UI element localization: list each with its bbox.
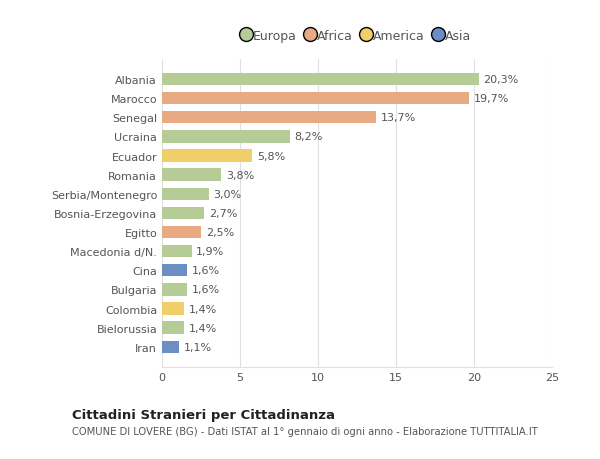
- Text: 1,4%: 1,4%: [188, 304, 217, 314]
- Text: 20,3%: 20,3%: [484, 75, 518, 85]
- Bar: [162, 264, 187, 277]
- Legend: Europa, Africa, America, Asia: Europa, Africa, America, Asia: [239, 26, 475, 46]
- Bar: [162, 73, 479, 86]
- Text: Cittadini Stranieri per Cittadinanza: Cittadini Stranieri per Cittadinanza: [72, 408, 335, 421]
- Text: 3,8%: 3,8%: [226, 170, 254, 180]
- Text: 1,6%: 1,6%: [191, 285, 220, 295]
- Bar: [162, 93, 469, 105]
- Text: 3,0%: 3,0%: [214, 190, 242, 199]
- Bar: [162, 246, 191, 258]
- Bar: [162, 207, 204, 220]
- Text: 1,4%: 1,4%: [188, 323, 217, 333]
- Text: 1,6%: 1,6%: [191, 266, 220, 276]
- Bar: [162, 131, 290, 143]
- Text: 8,2%: 8,2%: [295, 132, 323, 142]
- Bar: [162, 112, 376, 124]
- Text: 1,9%: 1,9%: [196, 246, 224, 257]
- Text: 2,7%: 2,7%: [209, 208, 237, 218]
- Text: 5,8%: 5,8%: [257, 151, 286, 161]
- Bar: [162, 322, 184, 334]
- Bar: [162, 169, 221, 181]
- Bar: [162, 302, 184, 315]
- Text: 13,7%: 13,7%: [380, 113, 416, 123]
- Text: 19,7%: 19,7%: [474, 94, 509, 104]
- Bar: [162, 188, 209, 201]
- Text: 2,5%: 2,5%: [206, 228, 234, 237]
- Bar: [162, 150, 253, 162]
- Bar: [162, 226, 201, 239]
- Bar: [162, 284, 187, 296]
- Bar: [162, 341, 179, 353]
- Text: COMUNE DI LOVERE (BG) - Dati ISTAT al 1° gennaio di ogni anno - Elaborazione TUT: COMUNE DI LOVERE (BG) - Dati ISTAT al 1°…: [72, 426, 538, 436]
- Text: 1,1%: 1,1%: [184, 342, 212, 352]
